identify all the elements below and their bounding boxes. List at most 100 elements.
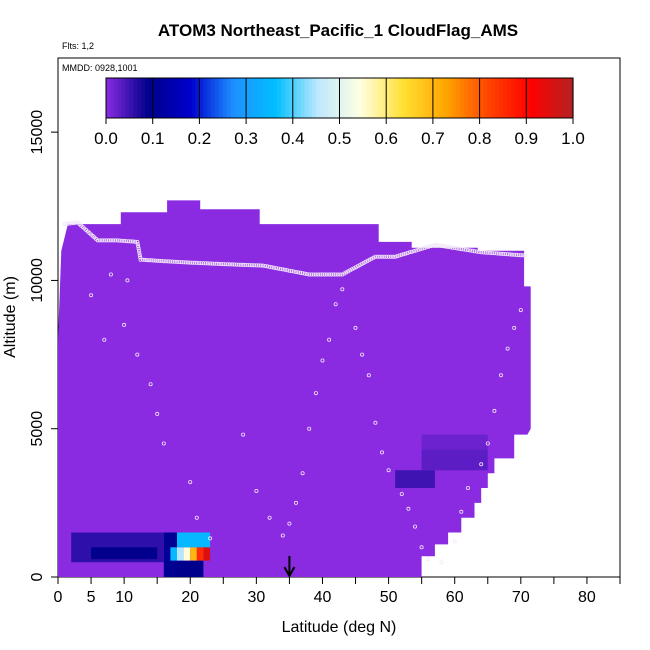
colorbar-segment xyxy=(347,78,352,118)
colorbar-segment xyxy=(316,78,321,118)
flight-track-point xyxy=(168,259,173,264)
y-axis: 0 5000 10000 15000 xyxy=(29,110,58,581)
flight-track-point xyxy=(269,265,274,270)
flight-track-point xyxy=(136,248,141,253)
colorbar-segment xyxy=(234,78,239,118)
x-tick-label: 5 xyxy=(87,589,96,606)
flight-track-point xyxy=(459,247,464,252)
x-axis: 0 5 10 20 30 40 50 60 70 80 xyxy=(54,577,621,606)
flight-track-point xyxy=(135,242,140,247)
flight-track-point xyxy=(435,243,440,248)
colorbar-segment xyxy=(144,78,150,118)
flight-track-point xyxy=(307,272,312,277)
colorbar-segment xyxy=(183,78,189,118)
flight-track-point xyxy=(338,272,343,277)
sample-point xyxy=(452,539,457,544)
heatmap-cell xyxy=(167,547,171,561)
heatmap-cell xyxy=(91,547,158,560)
colorbar-segment xyxy=(429,78,434,118)
flight-track-point xyxy=(324,272,329,277)
flight-track-point xyxy=(64,221,69,226)
heatmap-cell xyxy=(183,547,191,561)
flight-track-point xyxy=(353,265,358,270)
colorbar-segment xyxy=(382,78,387,118)
colorbar-segment xyxy=(257,78,263,118)
flight-track-point xyxy=(208,261,213,266)
flight-track-point xyxy=(405,250,410,255)
flight-track-point xyxy=(386,254,391,259)
flight-track-point xyxy=(136,246,141,251)
flight-track-point xyxy=(512,252,517,257)
colorbar-segment xyxy=(323,78,329,118)
colorbar-tick-label: 0.6 xyxy=(374,129,398,148)
flight-track-point xyxy=(296,270,301,275)
flight-track-point xyxy=(481,250,486,255)
y-tick-label: 5000 xyxy=(29,411,46,447)
flight-track-point xyxy=(267,264,272,269)
sample-point xyxy=(280,533,285,538)
sample-point xyxy=(155,411,160,416)
plot-area xyxy=(57,57,621,579)
colorbar-tick-label: 0.2 xyxy=(188,129,212,148)
flight-track-point xyxy=(238,262,243,267)
flight-track-point xyxy=(494,251,499,256)
flight-track-point xyxy=(276,266,281,271)
flight-track-point xyxy=(428,244,433,249)
sample-point xyxy=(498,373,503,378)
sample-point xyxy=(479,462,484,467)
sample-point xyxy=(194,515,199,520)
flight-track-point xyxy=(309,272,314,277)
flight-track-point xyxy=(62,222,67,227)
sample-point xyxy=(327,337,332,342)
flight-track-point xyxy=(190,260,195,265)
colorbar-segment xyxy=(242,78,247,118)
colorbar-segment xyxy=(448,78,453,118)
colorbar-segment xyxy=(121,78,127,118)
sample-point xyxy=(459,509,464,514)
heatmap-cell xyxy=(421,434,488,450)
flight-track-point xyxy=(100,238,105,243)
flight-track-point xyxy=(247,263,252,268)
colorbar-segment xyxy=(113,78,119,118)
colorbar-segment xyxy=(378,78,383,118)
colorbar-segment xyxy=(164,78,169,118)
colorbar-segment xyxy=(401,78,407,118)
flight-track-point xyxy=(203,261,208,266)
x-tick-label: 70 xyxy=(512,589,530,606)
flight-track-point xyxy=(278,266,283,271)
colorbar-segment xyxy=(390,78,395,118)
heatmap-cell xyxy=(177,547,184,561)
x-tick-label: 60 xyxy=(446,589,464,606)
flight-track-point xyxy=(97,238,102,243)
flight-track-point xyxy=(424,245,429,250)
sample-point xyxy=(135,352,140,357)
sample-point xyxy=(340,287,345,292)
flight-track-point xyxy=(485,250,490,255)
colorbar-segment xyxy=(320,78,325,118)
flight-track-point xyxy=(523,253,528,258)
chart-title: ATOM3 Northeast_Pacific_1 CloudFlag_AMS xyxy=(158,21,518,40)
flight-track-point xyxy=(463,247,468,252)
flight-track-point xyxy=(135,239,140,244)
flight-track-point xyxy=(293,269,298,274)
sample-point xyxy=(89,293,94,298)
sample-point xyxy=(512,325,517,330)
flight-track-point xyxy=(448,245,453,250)
flight-track-point xyxy=(329,272,334,277)
flight-track-point xyxy=(258,263,263,268)
flight-track-point xyxy=(379,254,384,259)
colorbar-segment xyxy=(358,78,364,118)
colorbar-segment xyxy=(537,78,543,118)
flight-track-point xyxy=(490,251,495,256)
sample-point xyxy=(373,420,378,425)
colorbar-segment xyxy=(187,78,193,118)
flight-track-point xyxy=(298,270,303,275)
colorbar-segment xyxy=(133,78,138,118)
flight-track-point xyxy=(483,250,488,255)
flight-track-point xyxy=(327,272,332,277)
flight-track-point xyxy=(104,238,109,243)
flight-track-point xyxy=(377,254,382,259)
sample-point xyxy=(485,441,490,446)
colorbar-segment xyxy=(425,78,430,118)
flight-track-point xyxy=(422,245,427,250)
